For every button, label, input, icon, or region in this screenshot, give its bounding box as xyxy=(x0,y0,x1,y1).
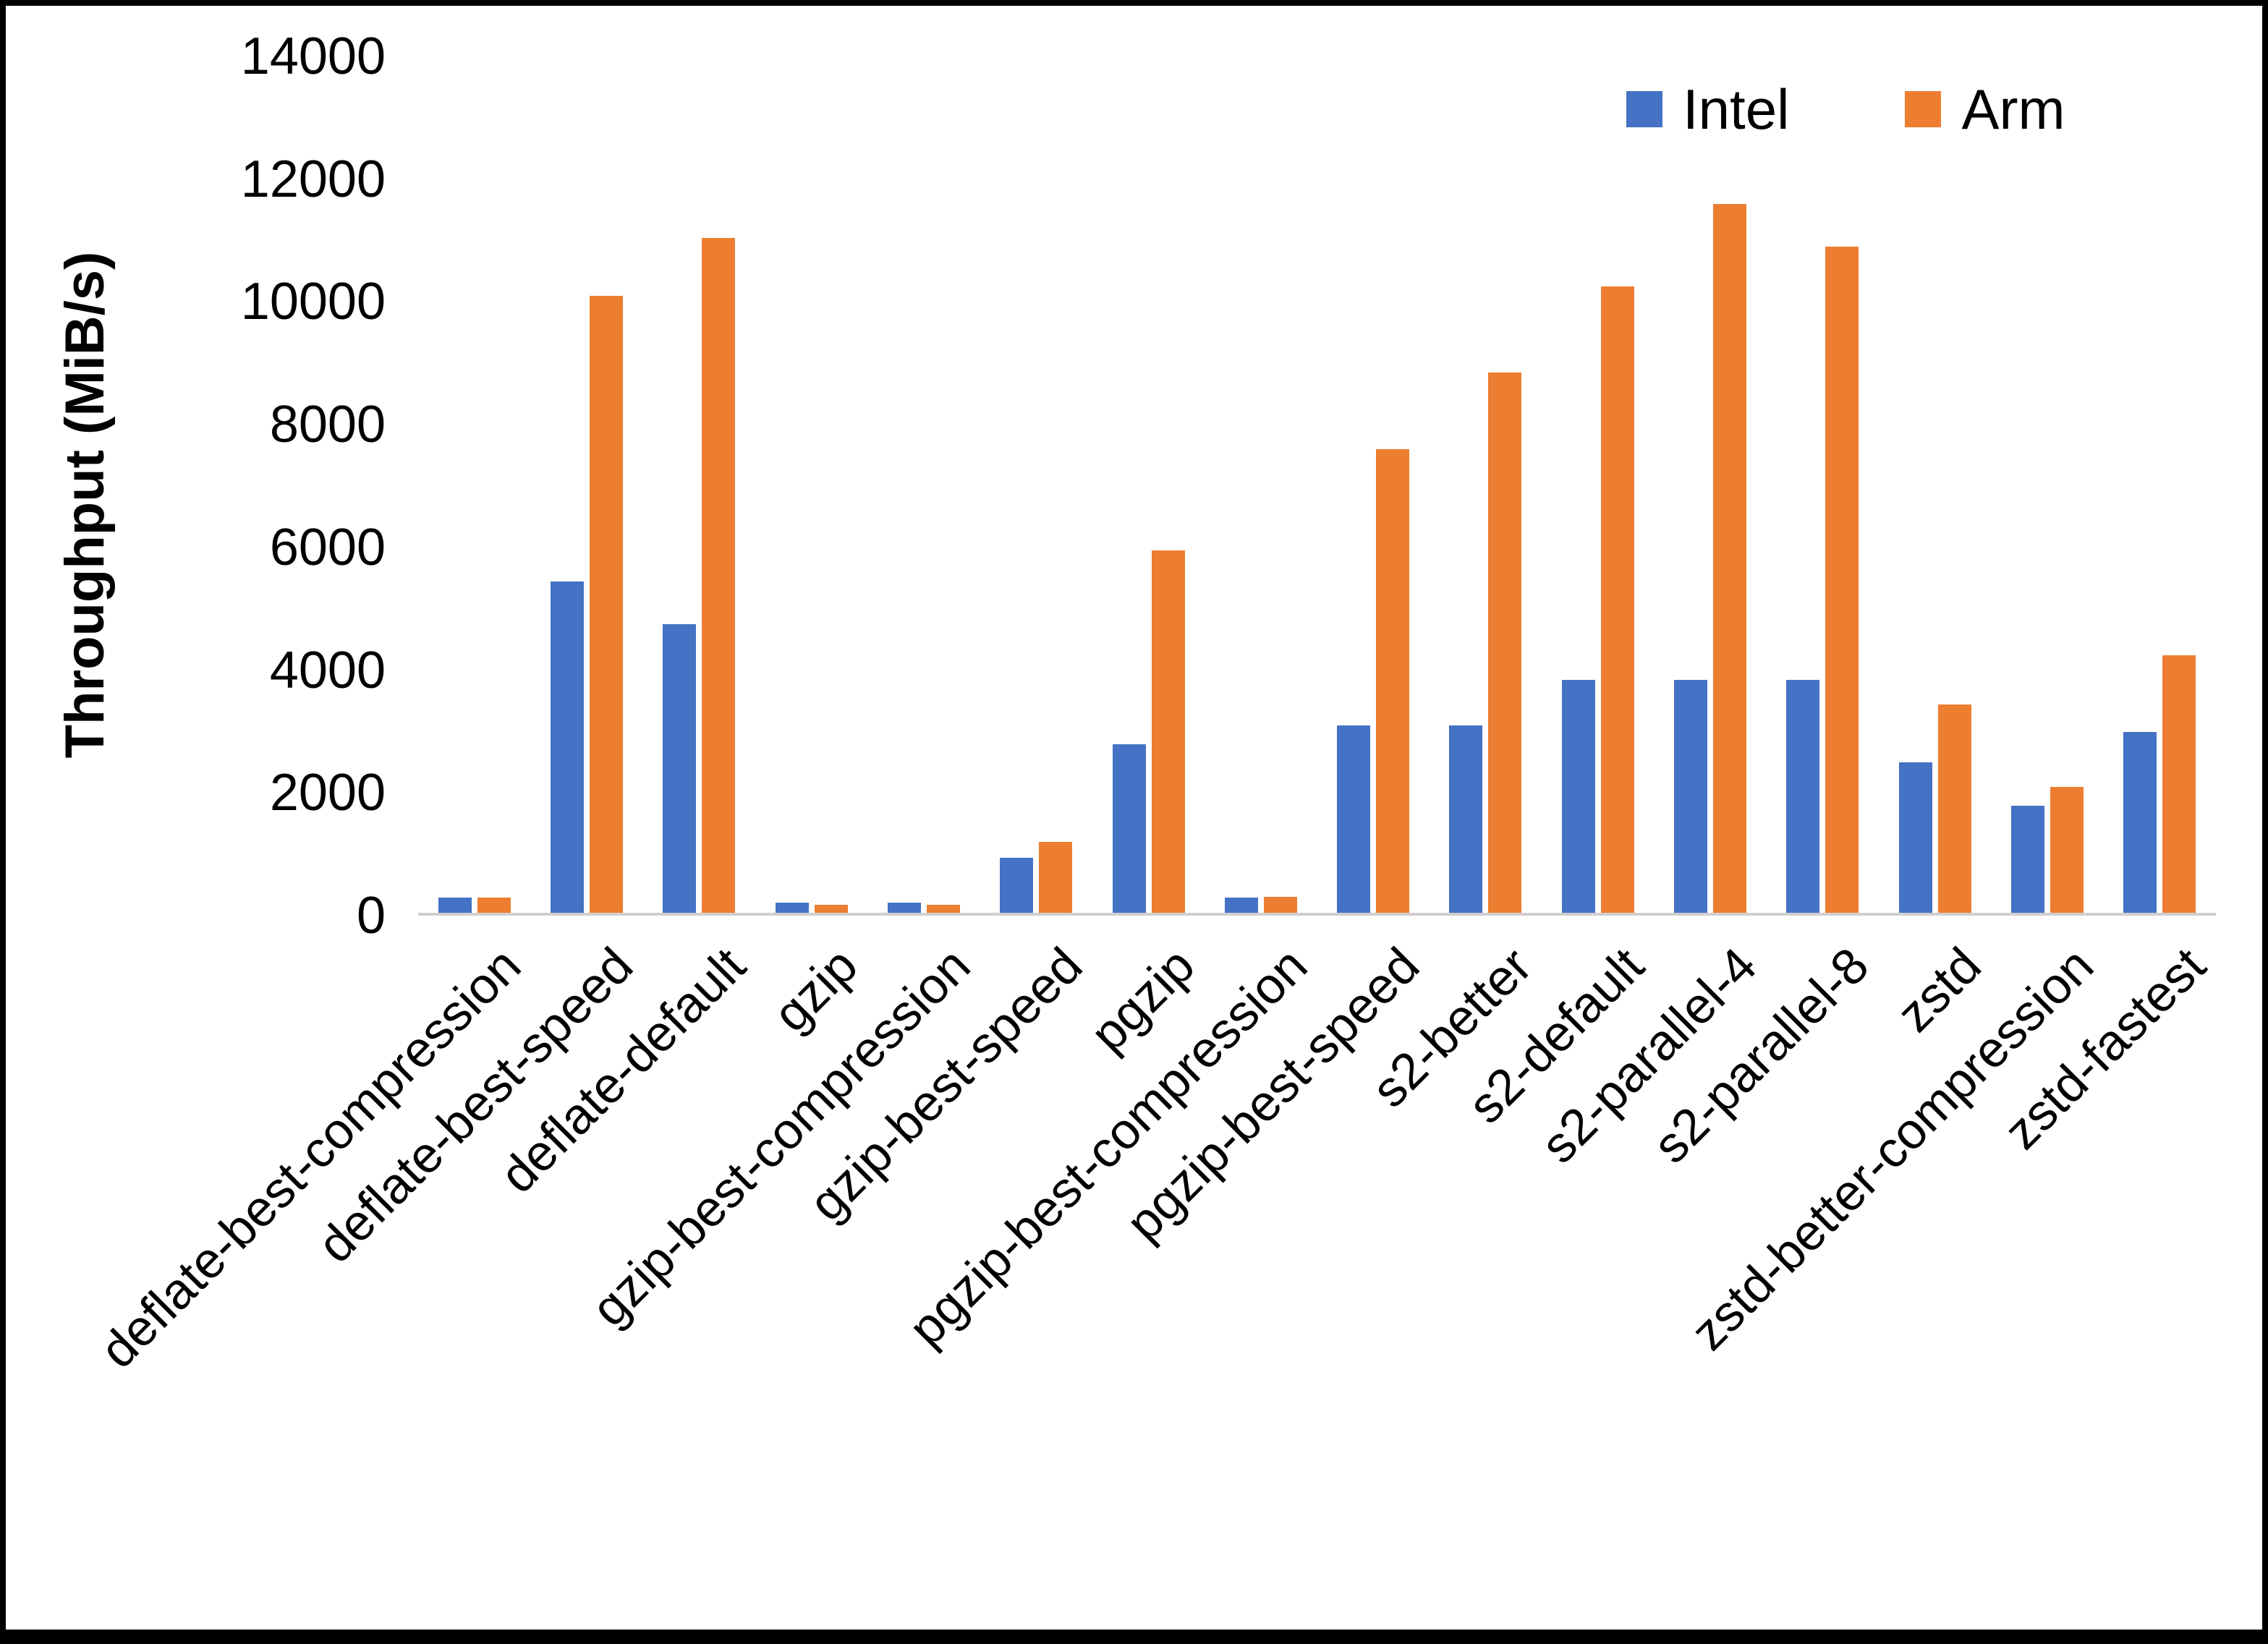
y-axis-tick-label: 6000 xyxy=(269,518,386,576)
bar-arm-s2-parallel-4 xyxy=(1713,203,1747,913)
bar-intel-s2-parallel-4 xyxy=(1674,679,1708,913)
bar-arm-zstd xyxy=(1937,704,1971,913)
bar-arm-pgzip xyxy=(1151,550,1185,913)
y-axis-tick-label: 10000 xyxy=(240,273,386,331)
bar-intel-gzip-best-compression xyxy=(887,903,921,913)
legend-label-intel: Intel xyxy=(1683,77,1790,141)
bar-arm-s2-default xyxy=(1600,286,1634,913)
y-axis-tick-label: 4000 xyxy=(269,641,386,699)
bar-intel-pgzip-best-speed xyxy=(1337,725,1371,913)
bar-arm-zstd-better-compression xyxy=(2050,787,2084,913)
bar-arm-s2-parallel-8 xyxy=(1825,247,1859,913)
bar-arm-deflate-best-speed xyxy=(589,296,623,913)
legend-item-arm: Arm xyxy=(1905,77,2065,142)
bar-intel-zstd-fastest xyxy=(2123,731,2157,913)
plot-area xyxy=(418,56,2216,916)
bar-intel-gzip xyxy=(775,903,809,913)
bar-intel-s2-default xyxy=(1561,679,1595,913)
y-axis-tick-label: 8000 xyxy=(269,396,386,454)
bar-arm-deflate-default xyxy=(702,237,736,913)
bar-intel-zstd xyxy=(1898,762,1932,913)
bar-intel-gzip-best-speed xyxy=(1000,857,1034,913)
y-axis-tick-label: 12000 xyxy=(240,150,386,208)
y-axis-tick-label: 2000 xyxy=(269,764,386,822)
bar-arm-pgzip-best-compression xyxy=(1263,896,1297,913)
bar-intel-s2-parallel-8 xyxy=(1786,679,1820,913)
bar-intel-deflate-best-speed xyxy=(550,581,584,913)
legend-swatch-intel xyxy=(1626,91,1662,127)
bar-arm-gzip xyxy=(814,904,848,913)
bar-intel-pgzip-best-compression xyxy=(1224,897,1258,913)
legend-label-arm: Arm xyxy=(1961,77,2065,141)
legend: Intel Arm xyxy=(1626,77,2065,142)
bar-intel-pgzip xyxy=(1112,744,1146,913)
bar-arm-s2-better xyxy=(1488,372,1522,913)
bar-intel-deflate-best-compression xyxy=(438,897,472,913)
x-axis-labels: deflate-best-compression deflate-best-spe… xyxy=(89,937,2217,1610)
y-axis-tick-label: 14000 xyxy=(240,27,386,85)
bar-arm-gzip-best-compression xyxy=(926,904,960,913)
y-axis-tick-label: 0 xyxy=(356,887,386,945)
bar-arm-gzip-best-speed xyxy=(1039,842,1073,913)
bar-arm-zstd-fastest xyxy=(2162,655,2196,913)
bar-intel-zstd-better-compression xyxy=(2011,805,2045,913)
legend-item-intel: Intel xyxy=(1626,77,1789,142)
bar-arm-deflate-best-compression xyxy=(477,897,511,913)
bar-arm-pgzip-best-speed xyxy=(1376,449,1410,913)
y-axis-ticks: 0 2000 4000 6000 8000 10000 12000 14000 xyxy=(6,6,386,1630)
bar-intel-s2-better xyxy=(1449,725,1483,913)
legend-swatch-arm xyxy=(1905,91,1942,127)
bar-intel-deflate-default xyxy=(663,624,697,913)
